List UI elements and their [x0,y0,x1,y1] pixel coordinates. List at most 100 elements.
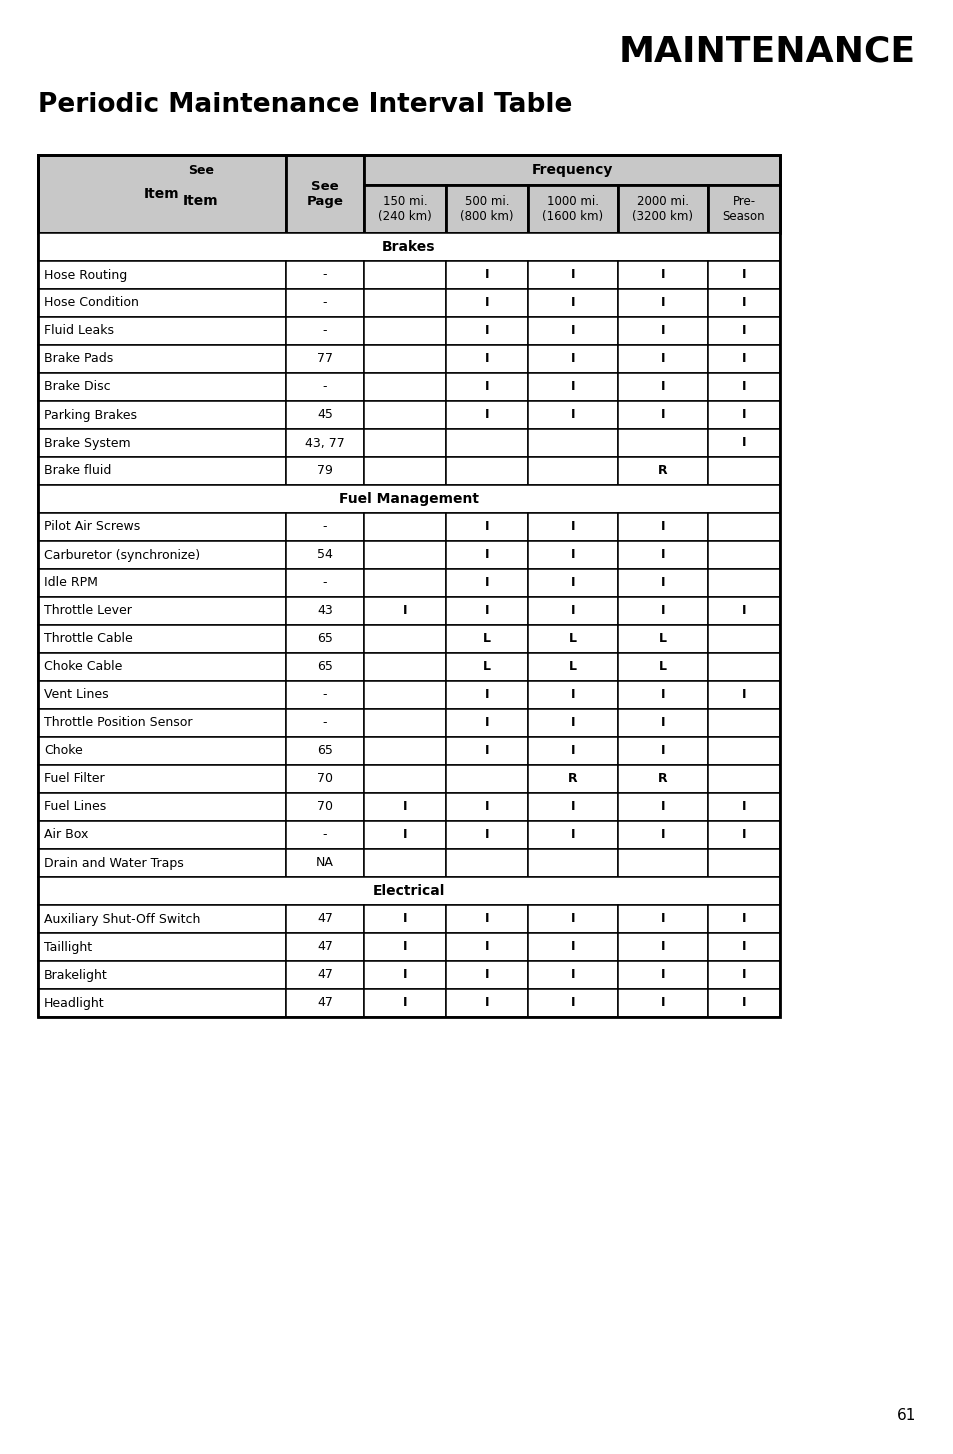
Bar [286,345,364,374]
Text: 77: 77 [316,352,333,365]
Bar [527,598,618,625]
Bar [286,904,364,933]
Text: I: I [570,941,575,954]
Bar [527,625,618,653]
Bar [446,653,527,680]
Bar [286,737,364,765]
Bar [38,822,286,849]
Bar [707,317,780,345]
Bar [446,765,527,792]
Text: 70: 70 [316,801,333,813]
Text: I: I [484,829,489,842]
Text: NA: NA [315,856,334,869]
Text: 47: 47 [316,941,333,954]
Bar [527,933,618,961]
Text: I: I [660,381,664,394]
Text: Item: Item [144,188,179,201]
Bar [527,904,618,933]
Text: I: I [660,297,664,310]
Bar [618,541,707,569]
Text: I: I [741,801,745,813]
Text: I: I [402,605,407,618]
Bar [286,765,364,792]
Text: L: L [482,632,491,646]
Text: 1000 mi.
(1600 km): 1000 mi. (1600 km) [542,195,603,222]
Text: R: R [658,464,667,477]
Text: I: I [660,829,664,842]
Bar [527,710,618,737]
Bar [38,680,286,710]
Text: I: I [741,996,745,1009]
Bar [38,513,286,541]
Text: Hose Condition: Hose Condition [44,297,139,310]
Text: I: I [570,352,575,365]
Text: Parking Brakes: Parking Brakes [44,409,137,422]
Bar [286,156,364,233]
Text: I: I [741,829,745,842]
Text: I: I [660,996,664,1009]
Text: I: I [570,744,575,758]
Bar [286,429,364,457]
Bar [38,457,286,486]
Text: I: I [660,521,664,534]
Bar [38,737,286,765]
Bar [618,710,707,737]
Text: I: I [402,829,407,842]
Bar [38,598,286,625]
Text: I: I [660,324,664,337]
Bar [286,653,364,680]
Bar [446,262,527,289]
Text: 65: 65 [316,632,333,646]
Bar [38,625,286,653]
Bar [527,289,618,317]
Bar [38,765,286,792]
Bar [38,569,286,598]
Bar [618,185,707,233]
Bar [446,680,527,710]
Bar [364,374,446,401]
Bar [446,849,527,877]
Bar [38,345,286,374]
Text: I: I [570,381,575,394]
Text: See: See [188,163,213,176]
Text: Vent Lines: Vent Lines [44,689,109,701]
Text: 65: 65 [316,744,333,758]
Text: Electrical: Electrical [373,884,445,899]
Text: I: I [660,409,664,422]
Text: I: I [484,996,489,1009]
Text: 61: 61 [896,1407,915,1422]
Bar [527,262,618,289]
Text: Brake System: Brake System [44,436,131,449]
Bar [527,792,618,822]
Bar [364,765,446,792]
Text: I: I [660,941,664,954]
Text: I: I [660,269,664,282]
Bar [364,989,446,1016]
Text: Fluid Leaks: Fluid Leaks [44,324,113,337]
Bar [618,822,707,849]
Bar [364,961,446,989]
Text: I: I [570,324,575,337]
Bar [286,317,364,345]
Bar [446,737,527,765]
Text: 70: 70 [316,772,333,785]
Bar [618,961,707,989]
Text: I: I [402,968,407,981]
Bar [364,513,446,541]
Bar [364,849,446,877]
Bar [38,429,286,457]
Bar [286,401,364,429]
Bar [38,653,286,680]
Bar [38,156,364,233]
Text: I: I [570,548,575,561]
Text: I: I [570,689,575,701]
Bar [707,653,780,680]
Text: I: I [660,352,664,365]
Text: I: I [660,744,664,758]
Bar [446,457,527,486]
Text: I: I [484,324,489,337]
Bar [38,289,286,317]
Text: I: I [741,409,745,422]
Text: 43: 43 [316,605,333,618]
Text: R: R [658,772,667,785]
